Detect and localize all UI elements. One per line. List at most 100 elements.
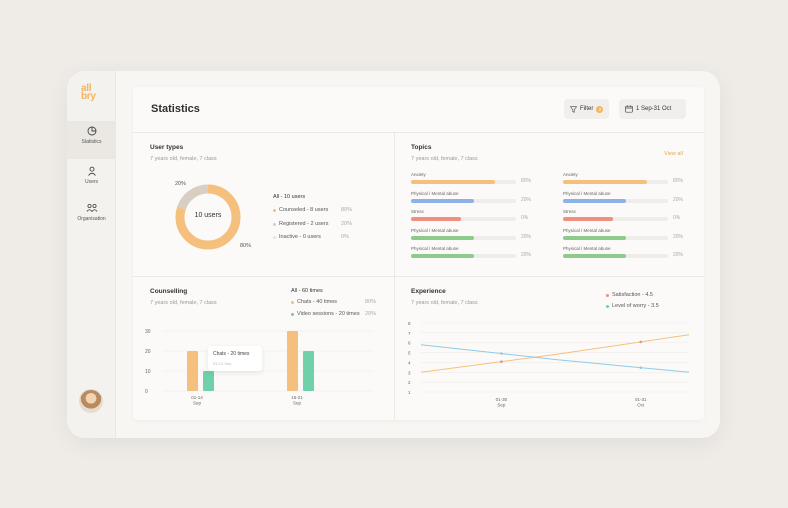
tooltip-subtitle: 03-14 Sep [213,361,232,366]
topic-label: Stress [411,209,424,215]
topic-label: Physical / Mental abuse [563,246,611,252]
organisation-icon [85,203,98,213]
bar [187,351,198,391]
series-line [420,344,690,373]
experience-subtitle: 7 years old, female, 7 class [411,300,478,306]
legend-item-inactive: Inactive - 0 users [273,234,321,240]
y-tick-label: 6 [408,341,411,346]
counselling-title: Counselling [150,288,188,295]
topics-subtitle: 7 years old, female, 7 class [411,156,478,162]
logo-line-2: bry [81,91,96,102]
topic-bar [563,217,668,222]
legend-pct: 20% [341,221,353,227]
topic-bar [563,180,668,184]
y-tick-label: 4 [408,360,411,365]
statistics-panel: Statistics Filter 2 1 Sep-31 Oct User ty… [133,87,704,420]
donut-center-label: 10 users [194,212,222,219]
legend-label: Satisfaction - 4.5 [612,292,653,298]
counselling-subtitle: 7 years old, female, 7 class [150,300,217,306]
header-divider [133,132,704,133]
legend-dot [291,312,294,316]
filter-count-badge: 2 [596,105,604,113]
view-all-link[interactable]: View all [664,151,683,157]
y-tick-label: 7 [408,331,411,336]
y-tick-label: 0 [145,389,148,395]
topic-pct: 80% [521,178,532,184]
data-point [500,360,503,363]
legend-dot [273,222,276,226]
y-tick-label: 3 [408,370,411,375]
topic-pct: 20% [521,252,532,259]
topic-label: Physical / Mental abuse [411,190,459,196]
app-window: all bry Statistics Users Organisation St… [67,71,720,438]
column-divider [394,132,395,420]
topic-pct: 20% [673,252,684,259]
page-title: Statistics [151,103,200,115]
topic-bar [411,198,516,203]
x-tick-label: Sep [293,401,302,406]
bar [287,331,298,391]
topic-label: Anxiety [411,172,426,177]
x-tick-label: 01-31 [635,397,647,402]
chart-tooltip: Chats - 20 times 03-14 Sep [208,346,262,371]
legend-dot [606,293,609,297]
legend-dot [273,208,276,212]
topic-bar [411,235,516,240]
topic-label: Physical / Mental abuse [411,246,459,252]
x-tick-label: Sep [193,401,202,406]
sidebar-item-label: Statistics [81,139,102,145]
user-types-subtitle: 7 years old, female, 7 class [150,156,217,162]
x-tick-label: Oct [637,403,645,408]
topic-pct: 0% [673,215,681,222]
topic-pct: 80% [673,178,684,184]
topic-bar [563,235,668,240]
topic-bar-fill [411,198,474,203]
topic-label: Physical / Mental abuse [411,227,459,233]
sidebar-item-users[interactable]: Users [67,161,116,199]
tooltip-title: Chats - 20 times [213,351,250,357]
donut-segment-registered [175,184,241,250]
topic-bar [411,180,516,184]
data-point [639,366,643,369]
legend-label: Registered - 2 users [279,221,329,227]
y-tick-label: 2 [408,380,411,385]
legend-pct: 20% [365,311,377,317]
donut-label-20: 20% [175,181,187,187]
legend-label: Inactive - 0 users [279,234,321,240]
y-tick-label: 5 [408,351,411,356]
y-tick-label: 8 [408,321,411,326]
topic-bar [563,254,668,259]
series-line [420,334,690,373]
sidebar-item-statistics[interactable]: Statistics [67,121,116,159]
experience-title: Experience [411,288,446,295]
topics-title: Topics [411,144,432,151]
filter-button[interactable]: Filter 2 [564,99,610,119]
y-tick-label: 20 [145,349,151,355]
legend-item-video-sessions: Video sessions - 20 times [291,311,360,317]
legend-dot [291,300,294,304]
legend-dot [606,304,609,308]
user-types-title: User types [150,144,184,151]
topic-pct: 20% [673,233,684,240]
bar [203,371,214,391]
date-range-button[interactable]: 1 Sep-31 Oct [619,99,686,119]
legend-label: Video sessions - 20 times [297,311,360,317]
sidebar-item-organisation[interactable]: Organisation [67,198,116,236]
filter-icon [570,105,577,113]
sidebar-item-label: Organisation [77,216,106,222]
topic-pct: 20% [521,196,532,203]
topic-bar [563,198,668,203]
x-tick-label: Sep [497,403,506,408]
brand-logo[interactable]: all bry [81,84,105,102]
topic-label: Physical / Mental abuse [563,227,611,233]
topic-bar-fill [563,198,626,203]
legend-dot [273,235,276,239]
avatar[interactable] [79,389,103,413]
topic-pct: 0% [521,215,529,222]
legend-pct: 0% [341,234,349,240]
topic-bar-fill [411,180,495,184]
y-tick-label: 30 [145,329,151,335]
counselling-legend-title: All - 60 times [291,288,323,294]
